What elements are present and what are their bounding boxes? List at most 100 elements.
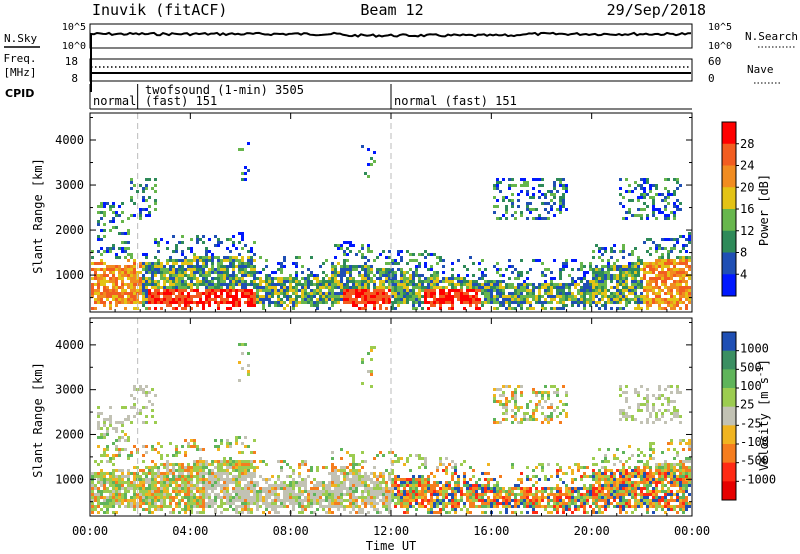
heatmap-cell: [226, 475, 229, 478]
heatmap-cell: [163, 280, 166, 283]
heatmap-cell: [244, 475, 247, 478]
heatmap-cell: [247, 142, 250, 145]
heatmap-cell: [412, 298, 415, 301]
heatmap-cell: [613, 298, 616, 301]
heatmap-cell: [418, 274, 421, 277]
heatmap-cell: [367, 352, 370, 355]
heatmap-cell: [415, 301, 418, 304]
heatmap-cell: [682, 268, 685, 271]
heatmap-cell: [505, 406, 508, 409]
heatmap-cell: [406, 292, 409, 295]
heatmap-cell: [637, 196, 640, 199]
heatmap-cell: [358, 496, 361, 499]
heatmap-cell: [661, 280, 664, 283]
heatmap-cell: [283, 301, 286, 304]
heatmap-cell: [640, 277, 643, 280]
heatmap-cell: [97, 481, 100, 484]
heatmap-cell: [391, 259, 394, 262]
heatmap-cell: [526, 490, 529, 493]
heatmap-cell: [544, 475, 547, 478]
heatmap-cell: [634, 295, 637, 298]
heatmap-cell: [358, 469, 361, 472]
heatmap-cell: [172, 283, 175, 286]
heatmap-cell: [304, 490, 307, 493]
heatmap-cell: [472, 469, 475, 472]
heatmap-cell: [226, 445, 229, 448]
heatmap-cell: [148, 289, 151, 292]
heatmap-cell: [520, 406, 523, 409]
heatmap-cell: [376, 475, 379, 478]
heatmap-cell: [424, 286, 427, 289]
heatmap-cell: [409, 274, 412, 277]
heatmap-cell: [253, 286, 256, 289]
heatmap-cell: [649, 301, 652, 304]
heatmap-cell: [217, 469, 220, 472]
heatmap-cell: [532, 208, 535, 211]
heatmap-cell: [211, 505, 214, 508]
heatmap-cell: [499, 502, 502, 505]
heatmap-cell: [355, 496, 358, 499]
heatmap-cell: [580, 301, 583, 304]
heatmap-cell: [337, 475, 340, 478]
heatmap-cell: [307, 268, 310, 271]
heatmap-cell: [196, 286, 199, 289]
heatmap-cell: [181, 292, 184, 295]
heatmap-cell: [454, 505, 457, 508]
heatmap-cell: [349, 274, 352, 277]
heatmap-cell: [409, 505, 412, 508]
heatmap-cell: [139, 292, 142, 295]
heatmap-cell: [106, 274, 109, 277]
heatmap-cell: [268, 286, 271, 289]
heatmap-cell: [337, 280, 340, 283]
heatmap-cell: [349, 499, 352, 502]
heatmap-cell: [151, 286, 154, 289]
heatmap-cell: [643, 241, 646, 244]
heatmap-cell: [115, 475, 118, 478]
heatmap-cell: [169, 274, 172, 277]
heatmap-cell: [493, 496, 496, 499]
heatmap-cell: [184, 304, 187, 307]
heatmap-cell: [103, 274, 106, 277]
heatmap-cell: [211, 286, 214, 289]
heatmap-cell: [385, 277, 388, 280]
heatmap-cell: [139, 388, 142, 391]
heatmap-cell: [559, 178, 562, 181]
heatmap-cell: [109, 475, 112, 478]
heatmap-cell: [403, 499, 406, 502]
heatmap-cell: [103, 502, 106, 505]
heatmap-cell: [601, 274, 604, 277]
heatmap-cell: [202, 301, 205, 304]
heatmap-cell: [646, 193, 649, 196]
heatmap-cell: [148, 484, 151, 487]
heatmap-cell: [493, 499, 496, 502]
heatmap-cell: [229, 265, 232, 268]
heatmap-cell: [376, 292, 379, 295]
heatmap-cell: [361, 511, 364, 514]
heatmap-cell: [142, 445, 145, 448]
heatmap-cell: [361, 478, 364, 481]
heatmap-cell: [295, 493, 298, 496]
heatmap-cell: [283, 499, 286, 502]
heatmap-cell: [598, 301, 601, 304]
heatmap-cell: [481, 304, 484, 307]
heatmap-cell: [679, 202, 682, 205]
heatmap-cell: [628, 268, 631, 271]
heatmap-cell: [337, 286, 340, 289]
heatmap-cell: [316, 298, 319, 301]
heatmap-cell: [514, 394, 517, 397]
heatmap-cell: [331, 496, 334, 499]
heatmap-cell: [571, 268, 574, 271]
heatmap-cell: [358, 295, 361, 298]
heatmap-cell: [223, 277, 226, 280]
heatmap-cell: [466, 274, 469, 277]
heatmap-cell: [313, 502, 316, 505]
heatmap-cell: [214, 499, 217, 502]
heatmap-cell: [91, 307, 94, 310]
heatmap-cell: [274, 499, 277, 502]
heatmap-cell: [412, 283, 415, 286]
heatmap-cell: [259, 487, 262, 490]
heatmap-cell: [217, 283, 220, 286]
heatmap-cell: [133, 268, 136, 271]
heatmap-cell: [538, 490, 541, 493]
heatmap-cell: [166, 478, 169, 481]
